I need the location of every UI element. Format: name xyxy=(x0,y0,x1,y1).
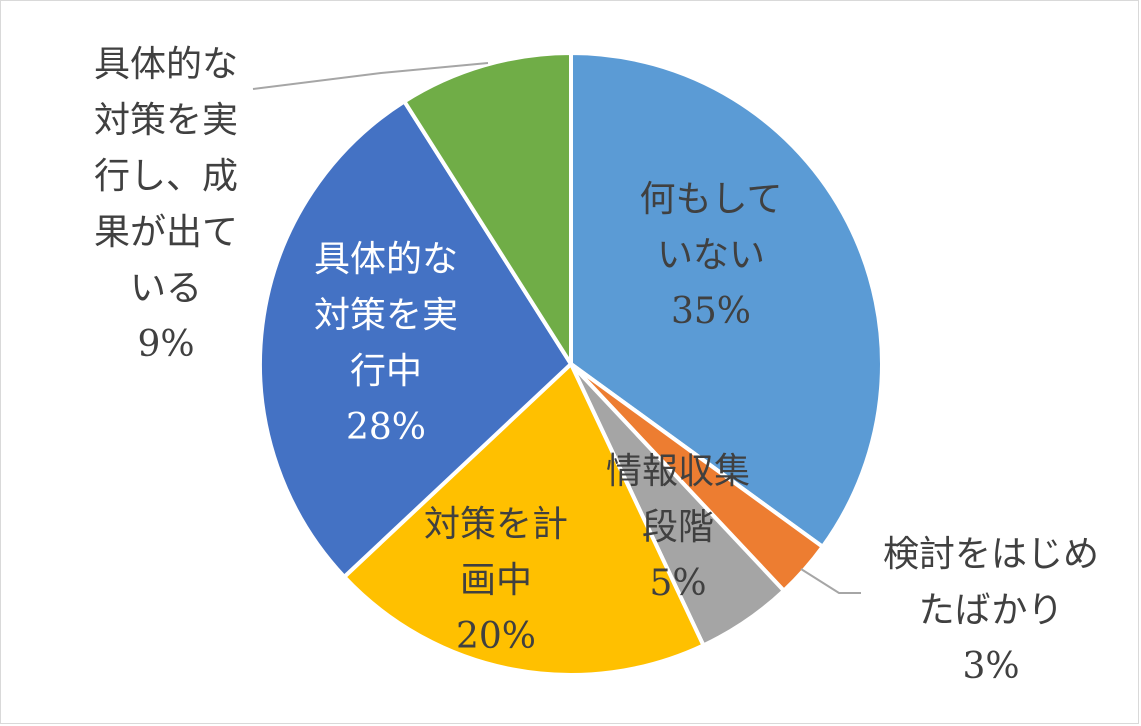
slice-label-line: 35% xyxy=(671,291,751,332)
slice-label-line: 何もして xyxy=(640,179,783,220)
leader-line-6 xyxy=(252,62,489,90)
slice-label-line: たばかり xyxy=(919,590,1064,631)
slice-label-line: 対策を実 xyxy=(94,100,238,141)
slice-label-line: いる xyxy=(130,268,202,309)
slice-label-line: 28% xyxy=(346,407,426,448)
pie-slice-1 xyxy=(569,51,884,549)
slice-label-line: 対策を実 xyxy=(314,295,458,336)
slice-label-line: 検討をはじめ xyxy=(883,534,1099,575)
pie-slice-6 xyxy=(402,51,573,366)
slice-label-1: 何もしていない 35% xyxy=(640,179,783,332)
slice-label-3: 情報収集段階 5% xyxy=(606,451,750,604)
slice-label-line: 具体的な xyxy=(94,44,238,85)
slice-label-2: 検討をはじめたばかり 3% xyxy=(883,534,1099,687)
slice-label-line: 対策を計 xyxy=(424,504,568,545)
pie-slice-5 xyxy=(258,99,573,579)
pie-slice-4 xyxy=(342,362,706,677)
slice-label-line: 20% xyxy=(456,616,536,657)
slice-label-line: 情報収集 xyxy=(606,451,750,492)
slice-label-6: 具体的な対策を実行し、成果が出ている 9% xyxy=(94,44,238,365)
slice-label-line: 画中 xyxy=(460,560,532,601)
slice-label-4: 対策を計画中 20% xyxy=(424,504,568,657)
slice-label-line: いない xyxy=(657,235,765,276)
slice-label-line: 5% xyxy=(649,563,706,604)
slice-label-line: 行中 xyxy=(350,351,422,392)
slice-label-line: 段階 xyxy=(642,507,714,548)
slice-label-line: 果が出て xyxy=(94,212,238,253)
slice-label-line: 具体的な xyxy=(314,239,458,280)
leader-line-2 xyxy=(800,568,861,594)
slice-label-line: 行し、成 xyxy=(94,156,238,197)
slice-label-5: 具体的な対策を実行中 28% xyxy=(314,239,458,448)
slice-label-line: 3% xyxy=(962,646,1019,687)
slice-label-line: 9% xyxy=(137,324,194,365)
